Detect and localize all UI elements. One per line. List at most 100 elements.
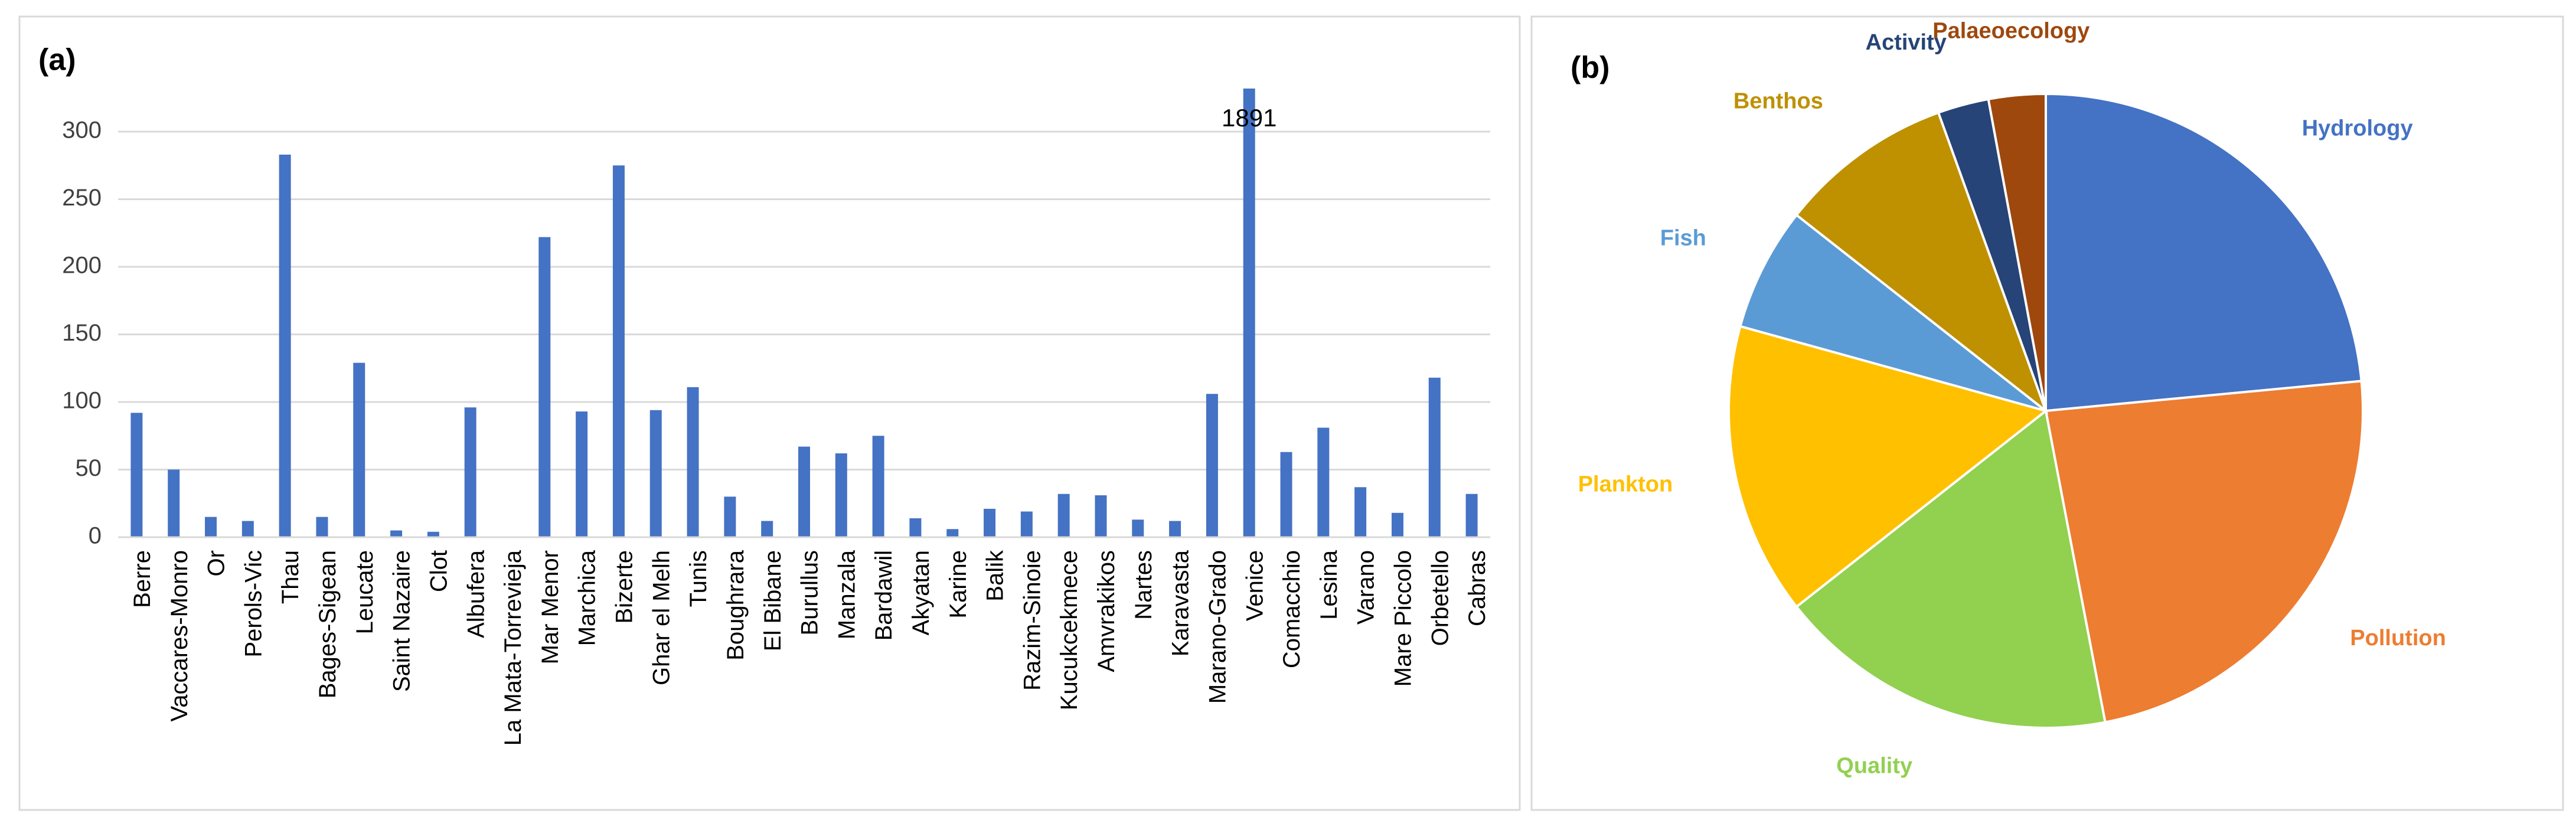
- data-label: 1891: [1222, 104, 1276, 132]
- x-tick-label: Razim-Sinoie: [1019, 550, 1045, 691]
- x-tick-label: Vaccares-Monro: [166, 550, 192, 721]
- bar: [687, 387, 699, 537]
- x-tick-label: Leucate: [352, 550, 378, 634]
- x-tick-label: Lesina: [1316, 550, 1342, 620]
- bar: [1428, 377, 1441, 537]
- slice-label: Activity: [1866, 30, 1947, 55]
- bar: [427, 531, 439, 537]
- bar: [835, 453, 847, 537]
- bar: [1057, 494, 1070, 537]
- x-tick-label: Kucukcekmece: [1056, 550, 1082, 710]
- bar: [612, 165, 625, 537]
- x-tick-label: Balik: [982, 550, 1008, 602]
- bar: [1391, 512, 1403, 537]
- x-tick-label: Marano-Grado: [1204, 550, 1230, 704]
- bar: [1132, 519, 1144, 537]
- y-tick-label: 200: [62, 253, 102, 279]
- bar: [1169, 521, 1181, 537]
- bar: [761, 521, 773, 537]
- panel-title: (a): [38, 43, 76, 77]
- pie-slice: [2044, 380, 2364, 724]
- x-tick-label: Cabras: [1464, 550, 1490, 626]
- x-tick-label: Albufera: [463, 550, 489, 638]
- bar: [168, 469, 180, 537]
- y-tick-label: 0: [89, 523, 102, 549]
- x-tick-label: Ghar el Melh: [648, 550, 674, 685]
- x-tick-label: Venice: [1242, 550, 1268, 621]
- x-tick-label: Bages-Sigean: [315, 550, 341, 698]
- pie-slice: [1739, 213, 2047, 412]
- bar: [353, 362, 365, 537]
- x-tick-label: Orbetello: [1427, 550, 1453, 646]
- x-tick-label: Marchica: [574, 550, 600, 646]
- x-tick-label: Bardawil: [871, 550, 897, 641]
- pie-slice: [1794, 409, 2107, 729]
- bar: [649, 410, 662, 537]
- x-tick-label: Varano: [1353, 550, 1379, 625]
- panel-a: [18, 15, 1521, 811]
- bar: [205, 517, 217, 537]
- x-tick-label: Mare Piccolo: [1390, 550, 1416, 687]
- x-tick-label: Perols-Vic: [240, 550, 266, 658]
- bar: [984, 508, 996, 537]
- bar: [241, 521, 254, 537]
- x-tick-label: Comacchio: [1279, 550, 1305, 668]
- y-tick-label: 300: [62, 117, 102, 143]
- panel-title: (b): [1571, 51, 1609, 85]
- bar: [1354, 487, 1367, 537]
- slice-label: Benthos: [1733, 89, 1823, 114]
- slice-label: Fish: [1660, 226, 1706, 250]
- x-tick-label: Saint Nazaire: [389, 550, 415, 692]
- bar: [1465, 494, 1478, 537]
- bar: [1206, 394, 1218, 537]
- pie-slice: [1794, 111, 2049, 414]
- bar: [130, 413, 143, 537]
- y-tick-label: 50: [76, 455, 102, 481]
- x-tick-label: La Mata-Torrevieja: [500, 550, 526, 746]
- slice-label: Hydrology: [2302, 116, 2413, 140]
- x-tick-label: Karine: [945, 550, 971, 619]
- x-tick-label: Thau: [277, 550, 303, 604]
- bar: [464, 407, 476, 537]
- slice-label: Palaeoecology: [1932, 18, 2089, 43]
- y-tick-label: 100: [62, 388, 102, 414]
- pie-slice: [1987, 92, 2047, 411]
- bar: [279, 154, 291, 537]
- x-tick-label: Nartes: [1131, 550, 1157, 620]
- bar: [316, 517, 328, 537]
- x-tick-label: Amvrakikos: [1093, 550, 1119, 672]
- bar: [1095, 495, 1107, 537]
- bar: [538, 237, 551, 537]
- pie-slice: [1728, 325, 2049, 609]
- x-tick-label: Boughrara: [723, 550, 749, 661]
- bar: [576, 411, 588, 537]
- bar: [946, 529, 959, 537]
- bar: [1280, 452, 1292, 537]
- bar: [909, 518, 922, 537]
- bar: [724, 496, 736, 537]
- bar: [1243, 89, 1255, 538]
- slice-label: Pollution: [2350, 626, 2446, 651]
- x-tick-label: Or: [204, 550, 230, 576]
- x-tick-label: Karavasta: [1168, 550, 1194, 656]
- x-tick-label: Burullus: [797, 550, 823, 636]
- bar: [390, 530, 403, 537]
- pie-slice: [2045, 92, 2363, 413]
- x-tick-label: El Bibane: [760, 550, 786, 651]
- slice-label: Plankton: [1578, 472, 1673, 497]
- bar: [798, 446, 810, 537]
- bar: [1020, 511, 1033, 537]
- y-tick-label: 150: [62, 320, 102, 346]
- bar: [1317, 427, 1330, 537]
- y-tick-label: 250: [62, 185, 102, 211]
- x-tick-label: Berre: [129, 550, 155, 608]
- bar: [872, 436, 884, 537]
- x-tick-label: Tunis: [685, 550, 711, 607]
- bars: [130, 89, 1478, 538]
- x-tick-label: Bizerte: [612, 550, 638, 624]
- slice-label: Quality: [1836, 754, 1912, 779]
- x-tick-label: Mar Menor: [537, 550, 563, 664]
- x-tick-label: Clot: [426, 550, 452, 592]
